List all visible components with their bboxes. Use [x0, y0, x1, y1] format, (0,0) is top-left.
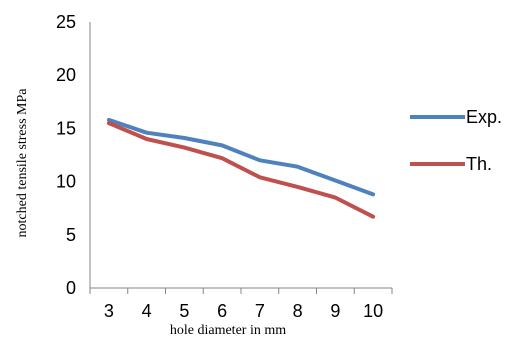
x-tick-label: 9 — [330, 301, 340, 321]
x-axis-title: hole diameter in mm — [170, 323, 286, 338]
y-tick-label: 5 — [66, 225, 76, 245]
legend: Exp. Th. — [410, 107, 502, 174]
y-tick-labels: 0 5 10 15 20 25 — [56, 12, 76, 298]
x-tick-label: 3 — [104, 301, 114, 321]
y-axis-title: notched tensile stress MPa — [15, 88, 30, 238]
y-tick-label: 15 — [56, 118, 76, 138]
y-tick-label: 0 — [66, 278, 76, 298]
series-line-exp — [106, 117, 376, 197]
x-tick-label: 7 — [255, 301, 265, 321]
x-tick-label: 10 — [363, 301, 383, 321]
x-tick-label: 8 — [293, 301, 303, 321]
x-tick-label: 6 — [217, 301, 227, 321]
legend-label: Th. — [466, 154, 492, 174]
y-tick-label: 10 — [56, 172, 76, 192]
series-line-th — [106, 121, 376, 219]
series-lines — [106, 117, 376, 219]
y-tick-label: 25 — [56, 12, 76, 32]
legend-label: Exp. — [466, 107, 502, 127]
x-tick-labels: 3 4 5 6 7 8 9 10 — [89, 288, 393, 321]
x-tick-label: 5 — [179, 301, 189, 321]
x-tick-label: 4 — [142, 301, 152, 321]
y-tick-label: 20 — [56, 65, 76, 85]
